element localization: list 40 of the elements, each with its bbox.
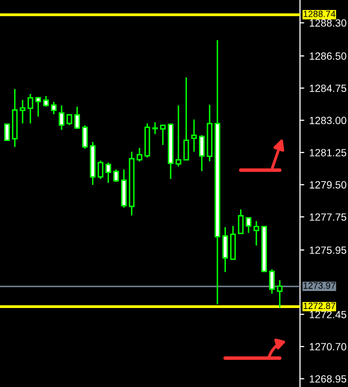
- candlestick: [50, 101, 57, 115]
- candlestick: [269, 268, 275, 294]
- candlestick: [82, 124, 88, 150]
- candlestick: [43, 95, 49, 108]
- ref-line-label: 1273.97: [304, 282, 336, 289]
- candlestick: [222, 226, 228, 273]
- y-tick-label: 1279.50: [310, 181, 346, 189]
- candlestick: [136, 147, 142, 162]
- candlestick: [160, 124, 166, 146]
- y-tick-label: 1288.30: [310, 19, 346, 27]
- candlestick: [113, 168, 119, 183]
- candlestick: [58, 104, 64, 131]
- candlestick: [74, 106, 80, 130]
- y-tick-label: 1277.75: [310, 213, 346, 221]
- candlestick: [28, 93, 34, 124]
- y-tick-label: 1286.50: [310, 52, 346, 60]
- candlestick: [176, 104, 182, 168]
- candlestick: [246, 217, 252, 234]
- y-tick-label: 1268.95: [310, 375, 346, 383]
- candlestick: [191, 118, 197, 152]
- candlestick: [198, 134, 205, 172]
- y-tick-label: 1275.95: [310, 246, 346, 254]
- y-tick-label: 1281.25: [310, 148, 346, 156]
- candlestick: [183, 76, 190, 161]
- candlestick: [4, 123, 10, 142]
- ref-line-label: 1288.74: [304, 10, 336, 18]
- candlestick: [152, 122, 158, 135]
- candlestick: [238, 208, 244, 234]
- candlestick: [66, 114, 72, 126]
- y-tick-label: 1283.00: [310, 116, 346, 124]
- y-tick-label: 1272.45: [310, 310, 346, 318]
- candlestick: [20, 99, 26, 124]
- candlestick: [98, 160, 104, 180]
- y-tick-label: 1270.70: [310, 343, 346, 350]
- candlestick: [276, 279, 283, 308]
- candlestick: [105, 162, 112, 184]
- candlestick: [35, 96, 42, 118]
- y-tick-label: 1284.75: [310, 84, 346, 92]
- ref-line-label: 1272.87: [304, 302, 336, 310]
- candlestick: [254, 220, 260, 246]
